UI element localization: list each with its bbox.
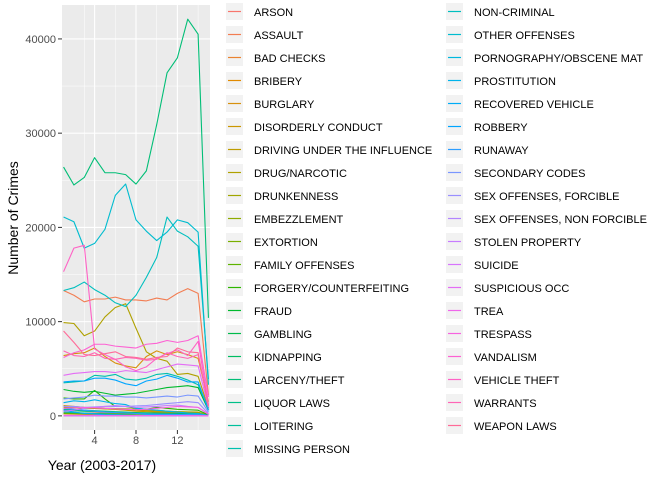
legend-label: DISORDERLY CONDUCT: [254, 122, 383, 134]
series-line: [63, 374, 209, 411]
legend-label: MISSING PERSON: [254, 444, 350, 456]
series-line: [63, 394, 209, 413]
series-line: [63, 385, 209, 411]
legend-label: WARRANTS: [474, 398, 537, 410]
series-line: [63, 330, 209, 407]
legend-label: LIQUOR LAWS: [254, 398, 330, 410]
legend-label: FORGERY/COUNTERFEITING: [254, 283, 409, 295]
legend-label: ROBBERY: [474, 122, 528, 134]
legend-label: TREA: [474, 306, 504, 318]
y-axis-label: Number of Crimes: [5, 161, 21, 275]
legend-label: DRUNKENNESS: [254, 191, 338, 203]
series-line: [63, 244, 209, 405]
legend-label: DRUG/NARCOTIC: [254, 168, 347, 180]
series-line: [63, 18, 209, 318]
legend-label: SEX OFFENSES, NON FORCIBLE: [474, 214, 647, 226]
series-line: [63, 399, 209, 416]
legend-label: SECONDARY CODES: [474, 168, 585, 180]
series-lines: [63, 18, 209, 417]
legend-label: LOITERING: [254, 421, 313, 433]
legend-label: EXTORTION: [254, 237, 318, 249]
legend-label: RUNAWAY: [474, 145, 529, 157]
legend-label: FAMILY OFFENSES: [254, 260, 354, 272]
series-line: [63, 288, 209, 396]
legend-label: SUICIDE: [474, 260, 519, 272]
series-line: [63, 303, 209, 409]
legend-label: BRIBERY: [254, 76, 303, 88]
legend-label: RECOVERED VEHICLE: [474, 99, 594, 111]
legend-label: STOLEN PROPERTY: [474, 237, 582, 249]
legend-label: FRAUD: [254, 306, 292, 318]
series-line: [63, 363, 209, 408]
legend: ARSON ASSAULT BAD CHECKS BRIBERY BURGLARY DIS…: [226, 3, 647, 457]
legend-label: EMBEZZLEMENT: [254, 214, 344, 226]
legend-label: SEX OFFENSES, FORCIBLE: [474, 191, 619, 203]
legend-label: BURGLARY: [254, 99, 315, 111]
legend-label: GAMBLING: [254, 329, 312, 341]
y-tick-label: 0: [50, 411, 56, 423]
y-tick-label: 20000: [25, 222, 56, 234]
legend-label: ASSAULT: [254, 30, 304, 42]
series-line: [63, 405, 209, 415]
series-line: [63, 335, 209, 398]
legend-label: TRESPASS: [474, 329, 532, 341]
legend-label: WEAPON LAWS: [474, 421, 557, 433]
legend-label: VANDALISM: [474, 352, 537, 364]
legend-label: ARSON: [254, 7, 293, 19]
legend-label: BAD CHECKS: [254, 53, 326, 65]
x-tick-label: 4: [92, 435, 98, 447]
x-tick-label: 12: [171, 435, 183, 447]
axes: 4 8 12 0 10000 20000 30000 40000: [25, 34, 183, 447]
legend-label: SUSPICIOUS OCC: [474, 283, 569, 295]
y-tick-label: 10000: [25, 317, 56, 329]
legend-label: PROSTITUTION: [474, 76, 556, 88]
legend-label: VEHICLE THEFT: [474, 375, 560, 387]
legend-label: DRIVING UNDER THE INFLUENCE: [254, 145, 432, 157]
x-axis-label: Year (2003-2017): [48, 457, 156, 473]
legend-label: NON-CRIMINAL: [474, 7, 555, 19]
series-line: [63, 407, 209, 417]
legend-label: LARCENY/THEFT: [254, 375, 345, 387]
legend-label: KIDNAPPING: [254, 352, 322, 364]
series-line: [63, 183, 209, 385]
legend-label: OTHER OFFENSES: [474, 30, 575, 42]
y-tick-label: 40000: [25, 34, 56, 46]
grid-lines: [62, 5, 210, 430]
series-line: [63, 372, 209, 409]
legend-label: PORNOGRAPHY/OBSCENE MAT: [474, 53, 643, 65]
x-tick-label: 8: [133, 435, 139, 447]
y-tick-label: 30000: [25, 128, 56, 140]
